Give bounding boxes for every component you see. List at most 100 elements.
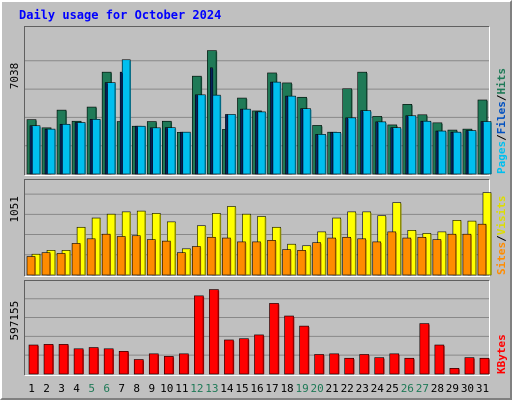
x-tick-label-12: 12 — [190, 382, 203, 395]
x-tick-label-20: 20 — [311, 382, 324, 395]
bar-files-18 — [287, 95, 296, 175]
bar-kbytes-29 — [449, 368, 460, 375]
bar-files-5 — [91, 118, 101, 175]
bar-sites-25 — [387, 231, 397, 276]
bar-files-16 — [257, 111, 266, 175]
bar-kbytes-12 — [194, 295, 204, 375]
bar-kbytes-15 — [239, 338, 249, 375]
panel-hits-shadow — [24, 26, 490, 176]
x-tick-label-8: 8 — [133, 382, 140, 395]
bar-kbytes-13 — [209, 289, 219, 375]
bar-kbytes-24 — [374, 357, 385, 375]
bar-kbytes-3 — [58, 344, 69, 375]
bar-kbytes-16 — [254, 334, 264, 375]
bar-sites-30 — [462, 233, 472, 276]
ylabel-part-pages: Pages — [495, 141, 508, 174]
bar-kbytes-4 — [73, 348, 84, 375]
ylabel-part-visits: Visits — [495, 196, 508, 236]
scale-label-visits: 1051 — [8, 196, 21, 223]
bar-kbytes-7 — [118, 351, 129, 375]
bar-files-31 — [482, 121, 492, 175]
x-tick-label-26: 26 — [401, 382, 414, 395]
bar-files-19 — [302, 108, 311, 175]
bar-files-24 — [377, 121, 387, 175]
bar-sites-4 — [71, 243, 81, 276]
bar-files-20 — [317, 134, 326, 175]
bar-files-12 — [197, 94, 206, 175]
bar-files-8 — [136, 125, 146, 175]
bar-sites-16 — [252, 241, 261, 276]
panel-kbytes-shadow — [24, 280, 490, 376]
bar-kbytes-10 — [163, 356, 174, 375]
x-tick-label-21: 21 — [326, 382, 339, 395]
bar-files-13 — [212, 94, 221, 175]
bar-files-14 — [227, 114, 236, 175]
panel-kbytes-highlight — [24, 280, 490, 376]
panel-visits-shadow — [24, 179, 490, 277]
bar-kbytes-2 — [43, 344, 54, 375]
chart-title: Daily usage for October 2024 — [19, 8, 221, 22]
bar-kbytes-31 — [479, 357, 490, 375]
bar-sites-22 — [342, 236, 351, 276]
bar-kbytes-6 — [103, 348, 114, 375]
x-tick-label-14: 14 — [220, 382, 234, 395]
scale-label-kbytes: 597155 — [8, 301, 21, 341]
bar-kbytes-9 — [148, 353, 159, 375]
bar-sites-24 — [372, 241, 382, 276]
bar-files-23 — [362, 110, 372, 175]
x-axis-labels: 1 2 3 4 5 6 7 8 9 10 11 12 13 14 15 16 17 18 19 20 21 22 23 24 2… — [28, 382, 489, 395]
x-tick-label-5: 5 — [88, 382, 95, 395]
scale-label-hits: 7038 — [8, 63, 21, 90]
ylabel-visits: Sites/Visits — [495, 196, 508, 276]
bar-files-10 — [166, 127, 176, 175]
x-tick-label-10: 10 — [160, 382, 173, 395]
bar-kbytes-5 — [88, 347, 99, 375]
bar-files-4 — [76, 122, 86, 175]
ylabel-hits: Pages/Files/Hits — [495, 68, 508, 174]
bar-files-28 — [437, 130, 447, 175]
bar-sites-20 — [312, 242, 321, 276]
bar-sites-29 — [447, 233, 457, 276]
bar-kbytes-21 — [329, 353, 339, 375]
bar-kbytes-20 — [314, 354, 324, 375]
x-tick-label-3: 3 — [58, 382, 65, 395]
chart-panels: 7038 Pages/Files/Hits 1051 Sites/Visits 5971… — [8, 26, 508, 376]
x-tick-label-30: 30 — [461, 382, 474, 395]
x-tick-label-2: 2 — [43, 382, 50, 395]
panel-hits-highlight — [24, 26, 490, 176]
bar-sites-2 — [41, 252, 51, 276]
x-tick-label-16: 16 — [250, 382, 263, 395]
ylabel-part-files: Files — [495, 101, 508, 134]
bar-files-11 — [182, 131, 191, 175]
bar-sites-3 — [56, 253, 66, 276]
x-tick-label-23: 23 — [356, 382, 369, 395]
panel-visits: 1051 Sites/Visits — [8, 179, 508, 277]
bar-sites-17 — [267, 240, 276, 276]
bar-kbytes-22 — [344, 357, 354, 375]
bar-files-25 — [392, 127, 402, 175]
bar-sites-18 — [282, 249, 291, 276]
bar-sites-21 — [327, 237, 336, 276]
bar-files-9 — [151, 127, 161, 175]
x-tick-label-29: 29 — [446, 382, 459, 395]
x-tick-label-7: 7 — [118, 382, 125, 395]
x-tick-label-28: 28 — [431, 382, 444, 395]
bar-sites-6 — [101, 233, 111, 276]
bar-sites-13 — [207, 236, 216, 276]
bar-sites-23 — [357, 238, 367, 276]
bar-files-1 — [31, 125, 41, 175]
bar-sites-19 — [297, 250, 306, 276]
bar-sites-14 — [222, 237, 231, 276]
bar-sites-27 — [417, 236, 427, 276]
x-tick-label-31: 31 — [476, 382, 489, 395]
bar-files-6 — [106, 82, 116, 175]
bar-kbytes-27 — [419, 323, 430, 375]
x-tick-label-4: 4 — [73, 382, 80, 395]
bar-files-30 — [467, 130, 477, 175]
bar-kbytes-17 — [269, 303, 279, 375]
x-tick-label-13: 13 — [205, 382, 218, 395]
